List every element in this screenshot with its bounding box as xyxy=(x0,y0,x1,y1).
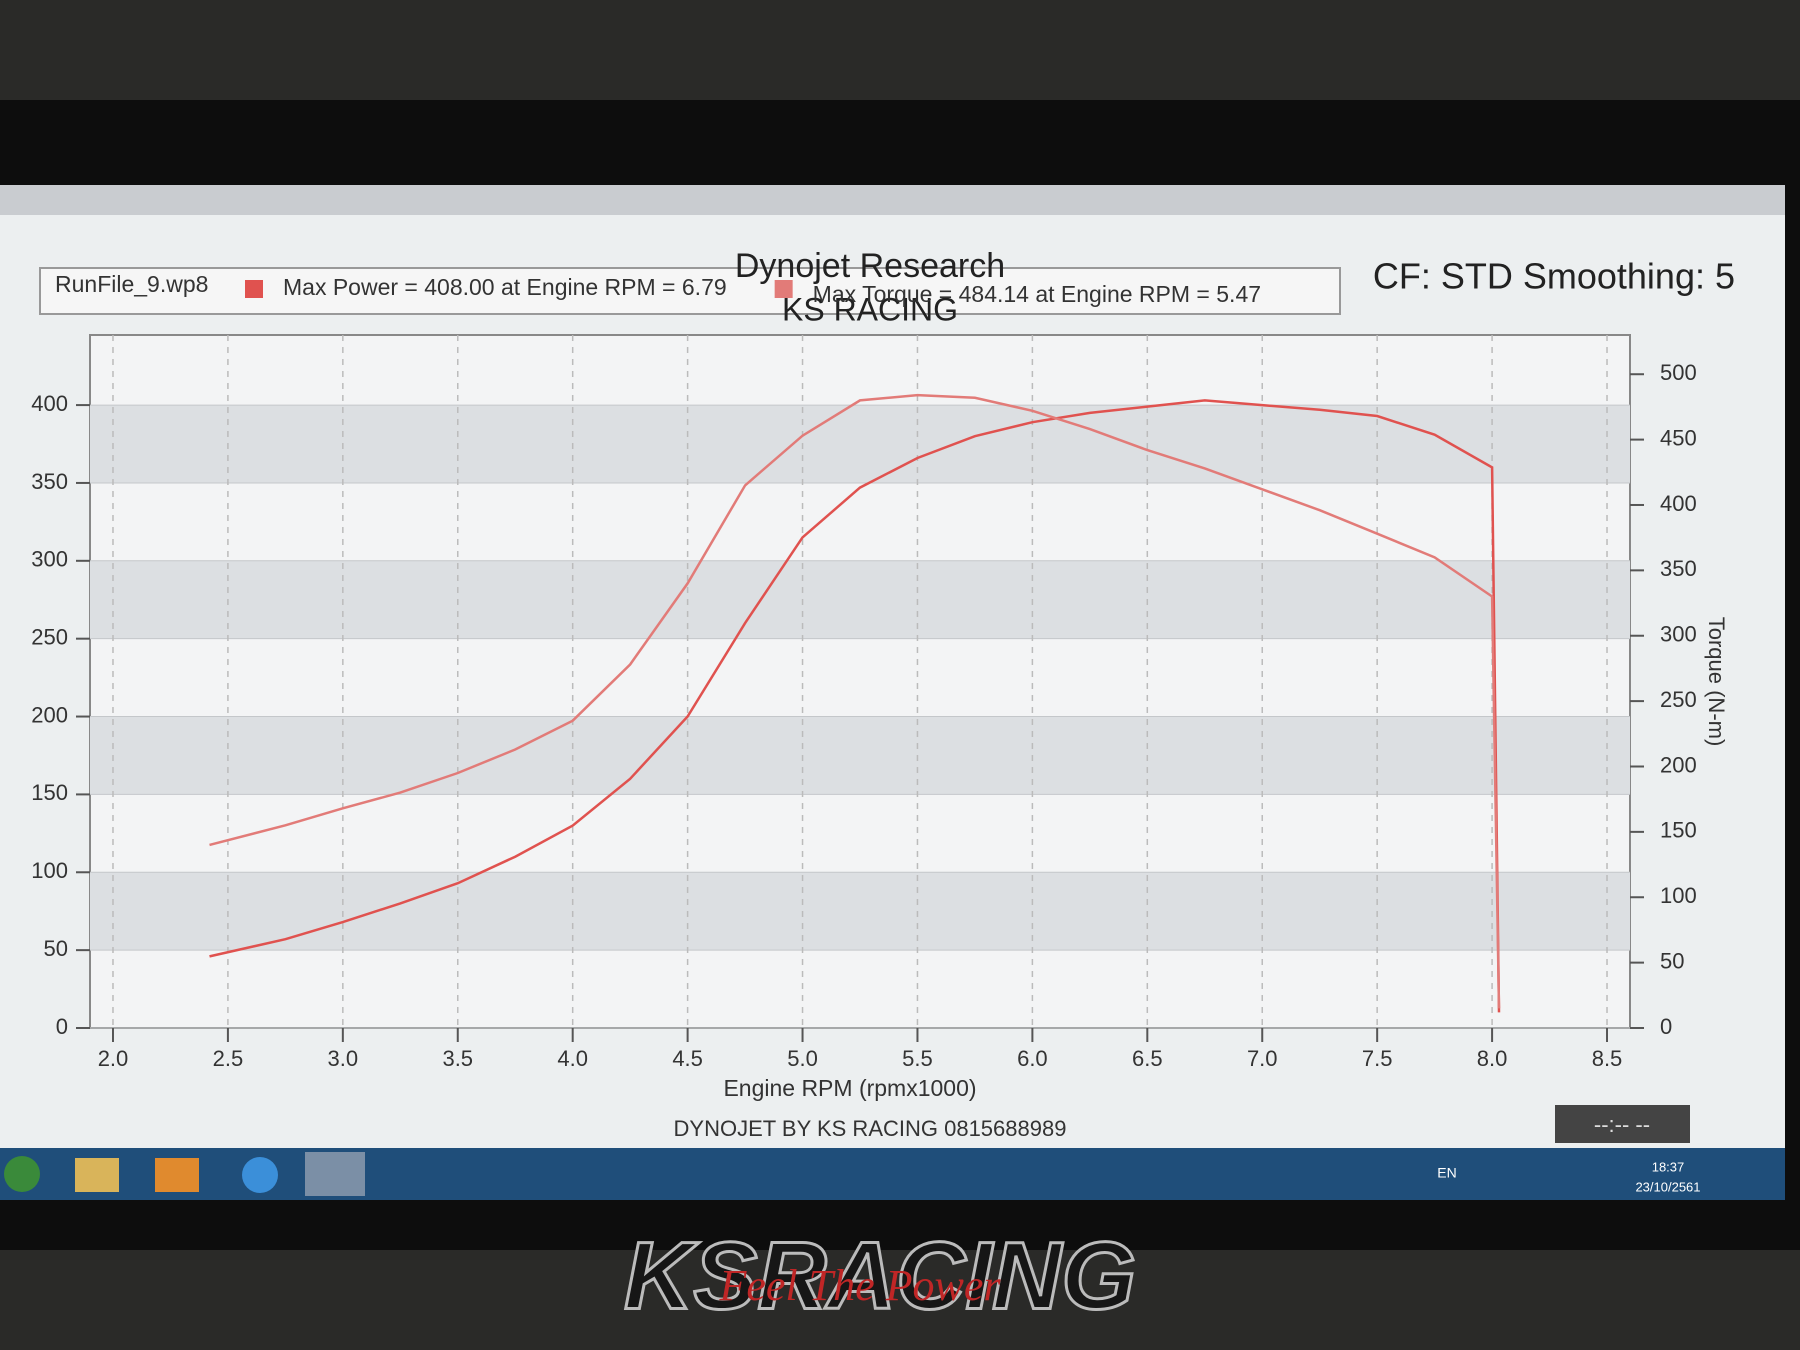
y2-tick-label: 200 xyxy=(1660,752,1697,777)
y-tick-label: 100 xyxy=(31,858,68,883)
legend-label: Max Power = 408.00 at Engine RPM = 6.79 xyxy=(283,274,727,300)
x-tick-label: 4.0 xyxy=(557,1046,588,1071)
taskbar-icon[interactable] xyxy=(242,1157,278,1193)
x-tick-label: 8.5 xyxy=(1592,1046,1623,1071)
y-tick-label: 300 xyxy=(31,547,68,572)
taskbar-icon[interactable] xyxy=(305,1152,365,1196)
settings-text: CF: STD Smoothing: 5 xyxy=(1373,256,1735,297)
clock-time[interactable]: 18:37 xyxy=(1652,1159,1685,1174)
series-line xyxy=(209,399,1501,1013)
x-tick-label: 7.5 xyxy=(1362,1046,1393,1071)
y2-tick-label: 150 xyxy=(1660,818,1697,843)
start-button[interactable] xyxy=(4,1156,40,1192)
legend-swatch xyxy=(774,280,793,298)
x-tick-label: 6.0 xyxy=(1017,1046,1048,1071)
y-tick-label: 400 xyxy=(31,391,68,416)
y-tick-label: 0 xyxy=(56,1014,68,1039)
timer-box xyxy=(1555,1105,1690,1143)
chart-title: Dynojet Research xyxy=(735,247,1005,285)
x-tick-label: 3.0 xyxy=(328,1046,359,1071)
y2-tick-label: 50 xyxy=(1660,948,1684,973)
grid-band xyxy=(90,405,1630,483)
x-tick-label: 8.0 xyxy=(1477,1046,1508,1071)
y2-tick-label: 0 xyxy=(1660,1014,1672,1039)
y2-axis-label: Torque (N-m) xyxy=(1704,617,1729,747)
y2-tick-label: 100 xyxy=(1660,883,1697,908)
legend-swatch xyxy=(245,280,263,298)
y2-tick-label: 450 xyxy=(1660,425,1697,450)
taskbar xyxy=(0,1148,1785,1200)
grid-band xyxy=(90,872,1630,951)
logo-slogan: Feel The Power xyxy=(718,1261,1001,1310)
y2-tick-label: 350 xyxy=(1660,556,1697,581)
y2-tick-label: 300 xyxy=(1660,622,1697,647)
x-tick-label: 5.5 xyxy=(902,1046,933,1071)
language[interactable]: EN xyxy=(1437,1165,1456,1181)
grid-band xyxy=(90,716,1630,795)
logo-brand: KSRACING xyxy=(624,1222,1136,1329)
y-tick-label: 50 xyxy=(44,936,68,961)
window-titlebar xyxy=(0,185,1785,215)
x-tick-label: 2.0 xyxy=(98,1046,129,1071)
x-tick-label: 6.5 xyxy=(1132,1046,1163,1071)
chart-subtitle: KS RACING xyxy=(782,291,958,327)
x-axis-label: Engine RPM (rpmx1000) xyxy=(723,1075,976,1101)
taskbar-icon[interactable] xyxy=(75,1158,119,1192)
taskbar-icon[interactable] xyxy=(155,1158,199,1192)
clock-date[interactable]: 23/10/2561 xyxy=(1635,1179,1700,1194)
x-tick-label: 3.5 xyxy=(442,1046,473,1071)
series-line xyxy=(209,393,1501,1009)
y-tick-label: 250 xyxy=(31,624,68,649)
legend-box xyxy=(39,267,1341,315)
grid-band xyxy=(90,560,1630,639)
x-tick-label: 4.5 xyxy=(672,1046,703,1071)
x-tick-label: 7.0 xyxy=(1247,1046,1278,1071)
y2-tick-label: 500 xyxy=(1660,360,1697,385)
y2-tick-label: 250 xyxy=(1660,687,1697,712)
y2-tick-label: 400 xyxy=(1660,491,1697,516)
y-tick-label: 200 xyxy=(31,702,68,727)
x-tick-label: 2.5 xyxy=(213,1046,244,1071)
timer: --:-- -- xyxy=(1594,1112,1650,1137)
footer: DYNOJET BY KS RACING 0815688989 xyxy=(674,1116,1067,1141)
legend-label: Max Torque = 484.14 at Engine RPM = 5.47 xyxy=(813,281,1261,307)
run-file: RunFile_9.wp8 xyxy=(55,271,208,297)
x-tick-label: 5.0 xyxy=(787,1046,818,1071)
y-tick-label: 350 xyxy=(31,469,68,494)
y-tick-label: 150 xyxy=(31,780,68,805)
